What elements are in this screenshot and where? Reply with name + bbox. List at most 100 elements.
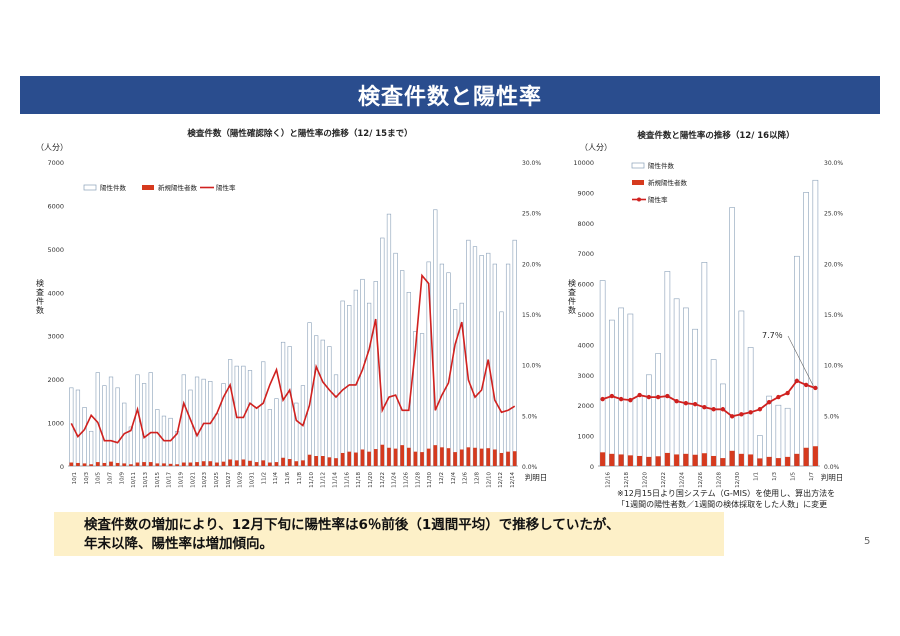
tests-bar <box>333 374 339 467</box>
positives-bar <box>340 452 345 466</box>
rate-point <box>665 393 670 399</box>
x-tick-label: 10/13 <box>143 472 149 488</box>
positives-bar <box>347 451 352 466</box>
positives-bar <box>674 454 680 466</box>
y-tick-label: 10000 <box>573 159 594 167</box>
summary-line-2: 年末以降、陽性率は増加傾向。 <box>84 536 273 552</box>
positives-bar <box>69 462 74 466</box>
y-axis-label: 数 <box>568 305 576 315</box>
page-title: 検査件数と陽性率 <box>357 85 542 110</box>
y-tick-label: 4000 <box>47 289 64 297</box>
positives-bar <box>314 456 318 466</box>
tests-bar <box>353 289 358 467</box>
positives-bar <box>208 461 213 466</box>
x-tick-label: 12/26 <box>698 472 704 488</box>
x-tick-label: 1/5 <box>790 472 796 481</box>
positives-bar <box>775 458 781 466</box>
y2-tick-label: 15.0% <box>824 312 843 319</box>
x-tick-label: 12/24 <box>679 472 685 488</box>
tests-bar <box>636 395 643 467</box>
rate-point <box>702 405 707 410</box>
tests-bar <box>175 430 180 467</box>
positives-bar <box>433 445 438 466</box>
rate-point <box>628 397 633 403</box>
y-tick-label: 9000 <box>577 189 594 197</box>
positives-bar <box>729 450 735 466</box>
y-tick-label: 4000 <box>577 341 594 349</box>
tests-bar <box>479 255 484 467</box>
positives-bar <box>241 459 246 466</box>
legend-label: 陽性率 <box>648 195 668 204</box>
y-tick-label: 3000 <box>577 372 594 380</box>
x-tick-label: 1/7 <box>809 472 815 481</box>
tests-bar <box>646 374 652 467</box>
tests-bar <box>803 192 809 467</box>
tests-bar <box>512 239 517 467</box>
tests-bar <box>95 372 100 467</box>
positives-bar <box>406 447 411 466</box>
positives-bar <box>466 447 471 466</box>
rate-line <box>602 379 816 418</box>
positives-bar <box>459 449 464 466</box>
positives-bar <box>215 462 219 466</box>
positives-bar <box>393 448 398 466</box>
tests-bar <box>683 307 689 467</box>
x-tick-label: 11/14 <box>332 472 338 488</box>
tests-bar <box>254 407 259 467</box>
x-tick-label: 12/2 <box>439 472 445 484</box>
positives-bar <box>701 453 707 466</box>
tests-bar <box>141 383 147 467</box>
tests-bar <box>89 430 94 467</box>
y2-tick-label: 0.0% <box>824 464 840 471</box>
x-tick-label: 12/12 <box>498 472 504 488</box>
tests-bar <box>466 239 471 467</box>
x-tick-label: 1/1 <box>753 472 759 481</box>
rate-point <box>794 378 800 384</box>
positives-bar <box>82 463 87 466</box>
x-tick-label: 12/18 <box>624 472 630 488</box>
positives-bar <box>637 455 643 466</box>
positives-bar <box>135 462 140 466</box>
x-tick-label: 11/18 <box>356 472 362 488</box>
positives-bar <box>493 449 497 466</box>
tests-bar <box>775 404 782 467</box>
tests-bar <box>373 281 378 467</box>
tests-bar <box>228 359 233 467</box>
y2-tick-label: 30.0% <box>522 160 541 167</box>
x-tick-label: 12/28 <box>716 472 722 488</box>
tests-bar <box>433 209 438 467</box>
positives-bar <box>76 462 80 466</box>
tests-bar <box>439 263 445 467</box>
y-tick-label: 7000 <box>47 159 64 167</box>
rate-point <box>739 412 744 417</box>
x-tick-label: 10/1 <box>72 472 78 484</box>
tests-bar <box>446 272 451 467</box>
positives-bar <box>655 456 661 466</box>
y-tick-label: 5000 <box>577 311 594 319</box>
positives-bar <box>261 460 266 466</box>
x-tick-label: 11/28 <box>415 472 421 488</box>
positives-bar <box>367 451 371 466</box>
positives-bar <box>142 462 146 466</box>
rate-point <box>729 414 735 419</box>
positives-bar <box>115 462 120 466</box>
positives-bar <box>803 447 809 466</box>
positives-bar <box>162 463 166 466</box>
positives-bar <box>609 453 615 466</box>
x-tick-label: 12/30 <box>735 472 741 488</box>
y2-tick-label: 20.0% <box>522 261 541 268</box>
x-tick-label: 11/20 <box>368 472 374 488</box>
positives-bar <box>748 454 754 466</box>
positives-bar <box>95 462 100 466</box>
positives-bar <box>155 463 160 466</box>
footnote-line-1: ※12月15日より国システム（G-MIS）を使用し、算出方法を <box>617 489 836 498</box>
positives-bar <box>129 464 133 466</box>
x-tick-label: 10/21 <box>190 472 196 488</box>
y2-tick-label: 25.0% <box>824 211 843 218</box>
x-tick-label: 11/30 <box>427 472 433 488</box>
tests-bar <box>738 310 745 467</box>
x-tick-label: 12/4 <box>451 472 457 485</box>
positives-bar <box>738 453 744 466</box>
positives-bar <box>334 458 338 466</box>
tests-bar <box>747 347 754 467</box>
